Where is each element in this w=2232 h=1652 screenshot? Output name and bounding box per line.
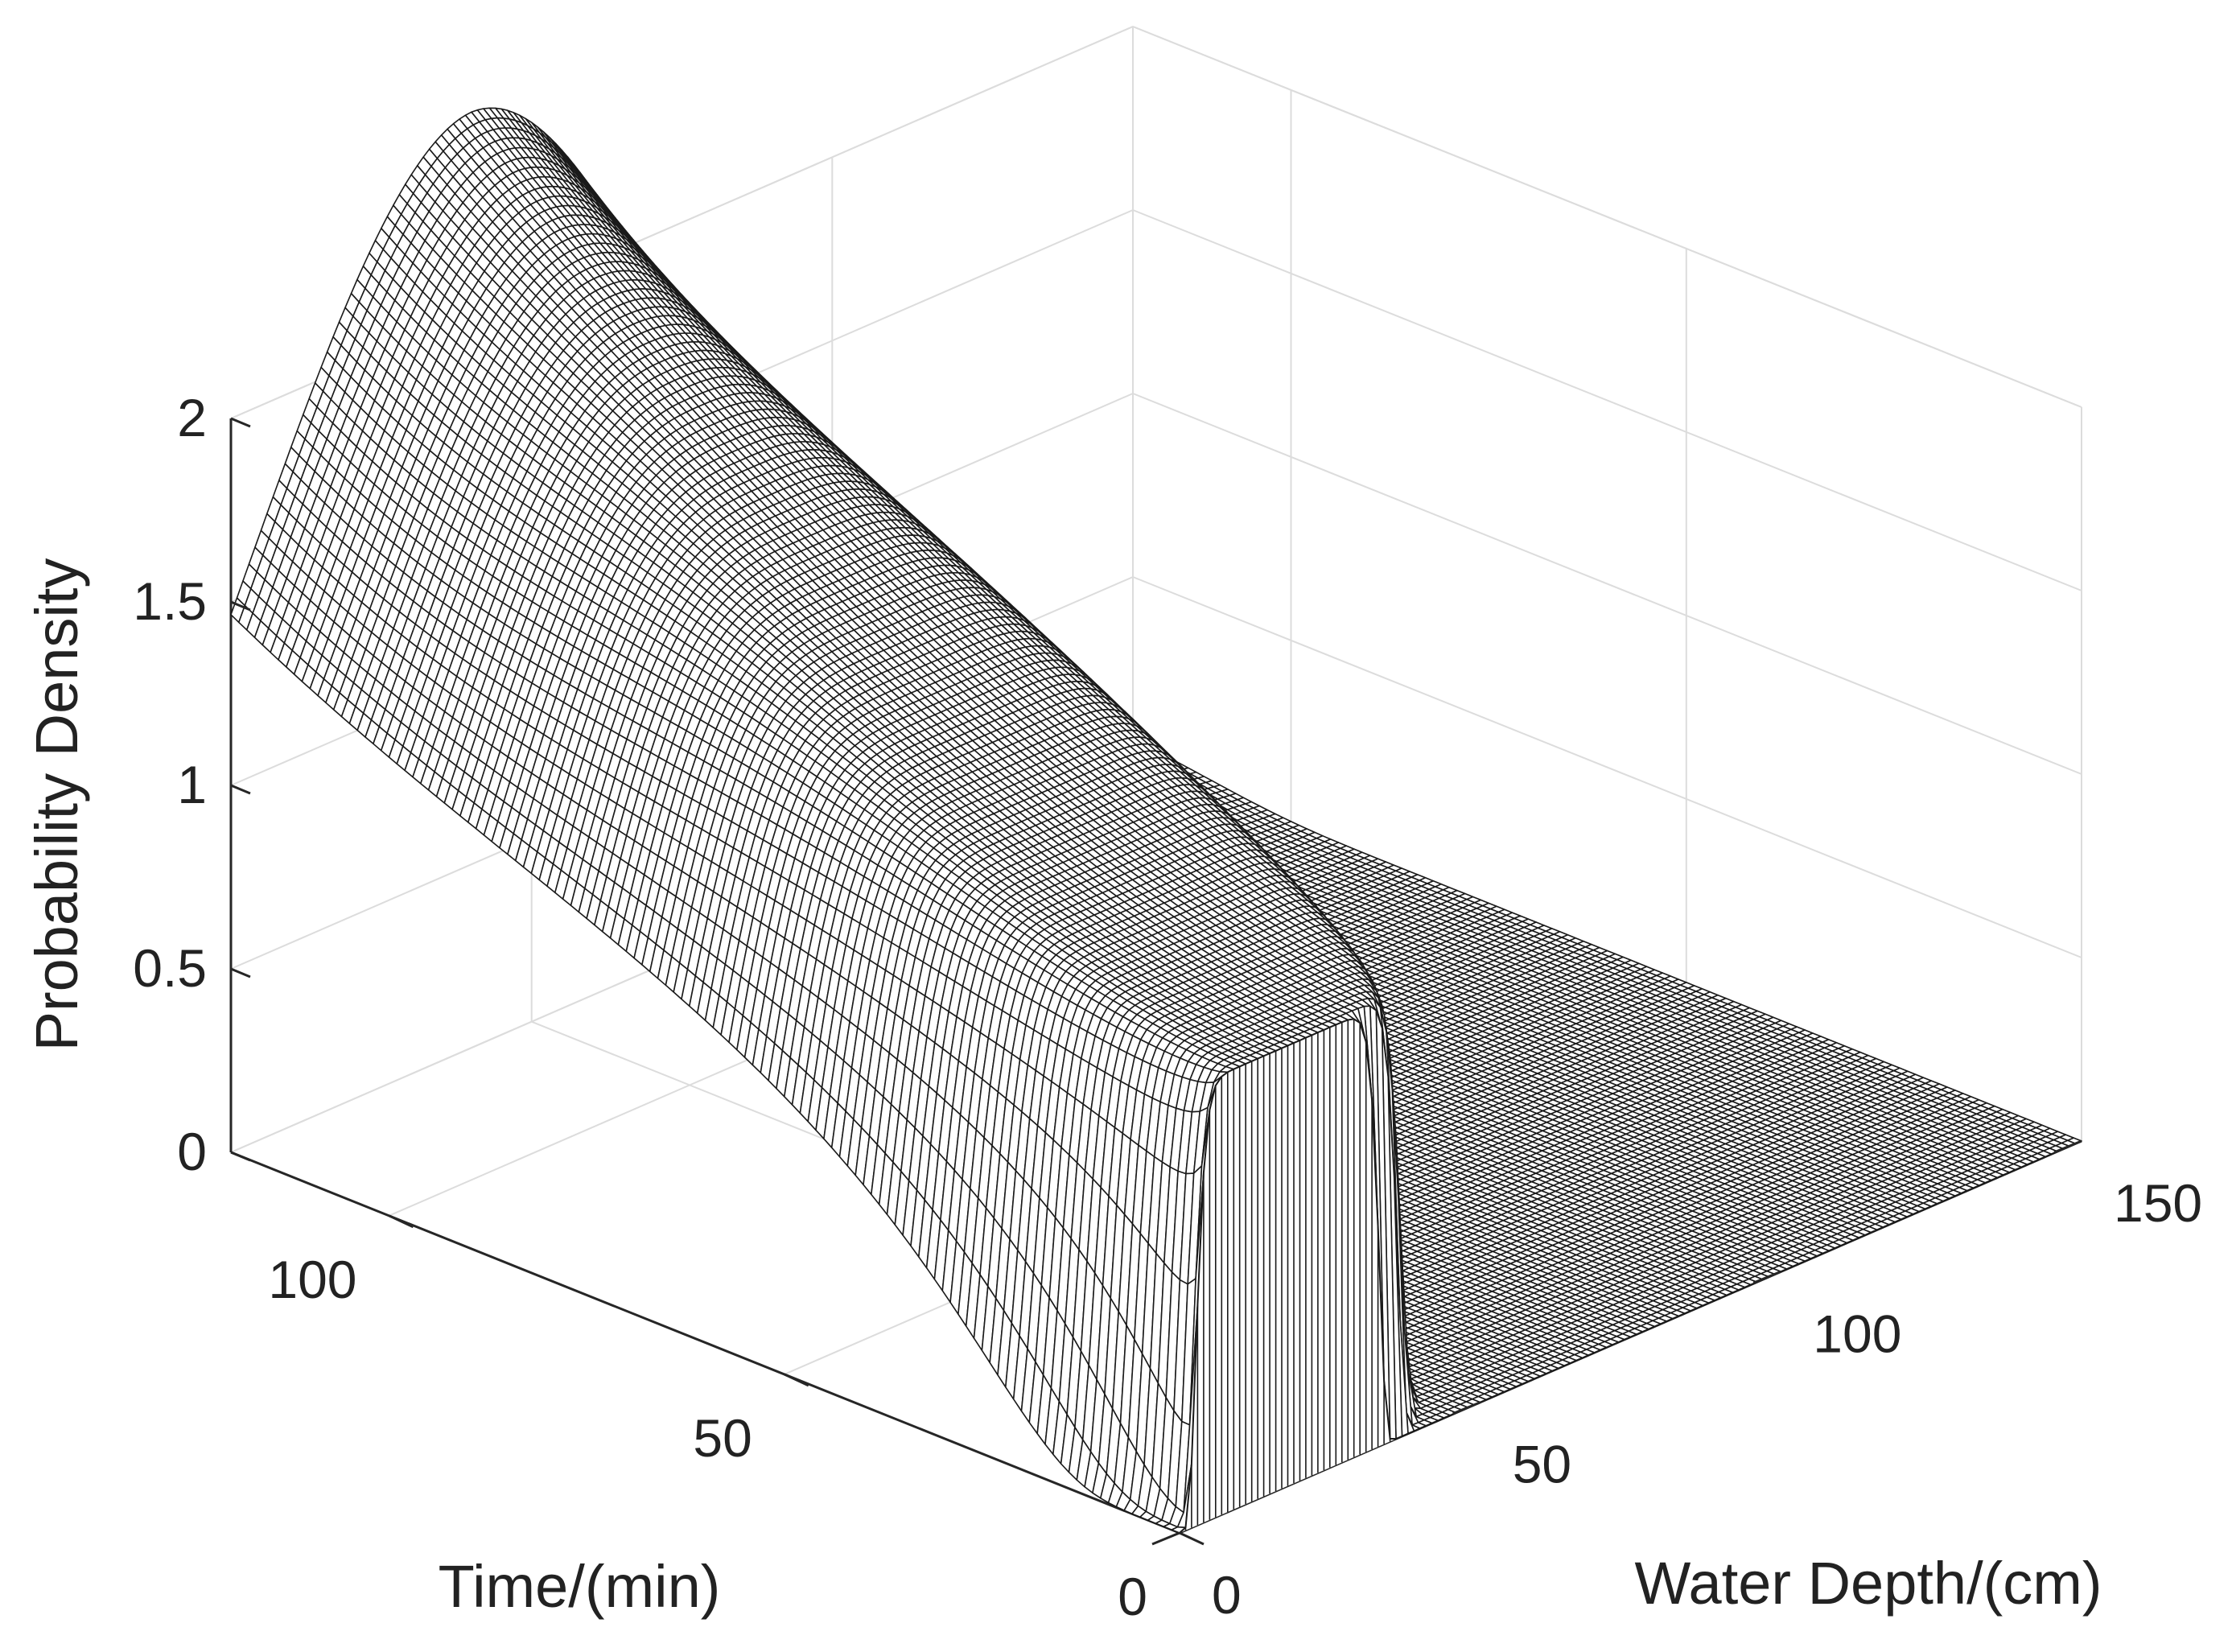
surface-mesh (230, 107, 2082, 1534)
side-wall-gridline (1132, 209, 2082, 591)
side-wall-gridline (1132, 393, 2082, 775)
side-wall-gridline (1132, 576, 2082, 958)
top-edge (1132, 26, 2082, 408)
